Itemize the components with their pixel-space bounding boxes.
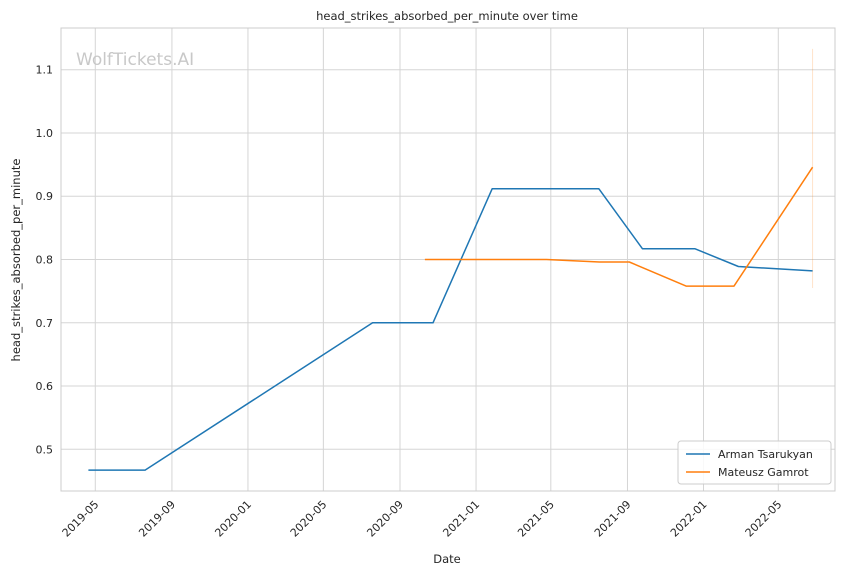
legend: Arman Tsarukyan Mateusz Gamrot xyxy=(677,440,832,485)
y-tick-label: 0.7 xyxy=(36,317,54,330)
x-axis-title: Date xyxy=(433,552,461,566)
y-tick-label: 0.9 xyxy=(36,190,54,203)
series-line xyxy=(88,187,813,471)
y-tick-label: 0.5 xyxy=(36,443,54,456)
series-line xyxy=(424,166,814,287)
y-tick-label: 0.8 xyxy=(36,254,54,267)
y-tick-label: 1.1 xyxy=(36,64,54,77)
y-tick-label: 1.0 xyxy=(36,127,54,140)
y-tick-label: 0.6 xyxy=(36,380,54,393)
plot-frame xyxy=(60,27,836,492)
legend-label: Arman Tsarukyan xyxy=(718,448,813,461)
y-tick-labels: 0.5 0.6 0.7 0.8 0.9 1.0 1.1 xyxy=(36,64,54,457)
chart-title: head_strikes_absorbed_per_minute over ti… xyxy=(316,9,578,23)
legend-label: Mateusz Gamrot xyxy=(718,466,809,479)
legend-box xyxy=(677,440,832,485)
series-lines xyxy=(88,166,814,471)
y-axis-title: head_strikes_absorbed_per_minute xyxy=(9,159,23,362)
watermark: WolfTickets.AI xyxy=(76,50,194,70)
